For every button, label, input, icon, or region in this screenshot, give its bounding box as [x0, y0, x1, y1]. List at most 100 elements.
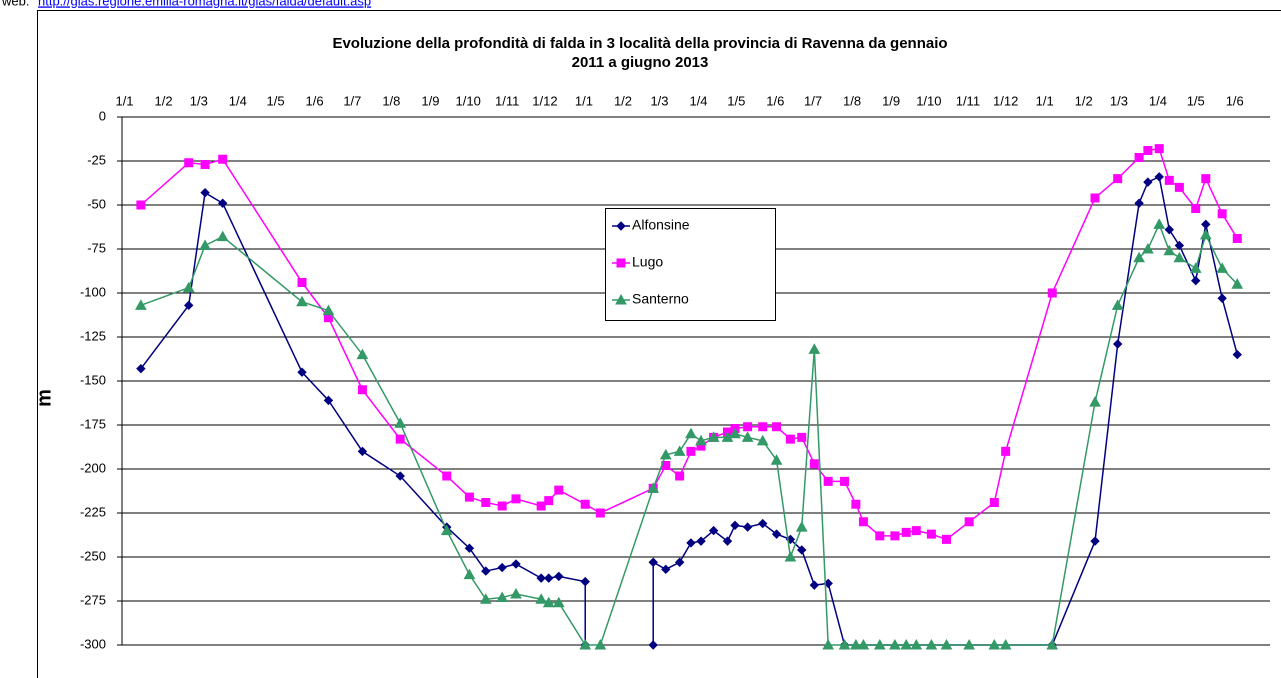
data-point: [851, 499, 861, 509]
data-point: [184, 158, 194, 168]
data-point: [743, 422, 753, 432]
header-link[interactable]: http://gias.regione.emilia-romagna.it/gi…: [38, 0, 371, 8]
legend-box: [605, 208, 776, 321]
header-prefix: web:: [1, 0, 29, 8]
data-point: [1174, 240, 1185, 251]
data-point: [184, 300, 194, 311]
data-point: [695, 434, 707, 446]
data-point: [579, 638, 592, 650]
y-tick-label: -100: [80, 284, 106, 299]
x-tick-label: 1/10: [456, 93, 481, 108]
data-point: [356, 348, 369, 360]
data-point: [1154, 172, 1164, 182]
data-point: [1047, 288, 1057, 298]
x-tick-label: 1/2: [1075, 93, 1093, 108]
x-tick-label: 1/6: [766, 93, 784, 108]
data-point: [322, 304, 335, 316]
x-tick-label: 1/11: [956, 93, 980, 108]
data-point: [535, 593, 548, 604]
data-point: [661, 564, 671, 575]
x-tick-label: 1/1: [115, 93, 133, 108]
data-point: [1173, 251, 1186, 263]
data-point: [858, 517, 868, 527]
data-point: [1112, 339, 1123, 349]
data-point: [685, 427, 697, 439]
data-point: [940, 638, 953, 650]
data-point: [1142, 242, 1154, 254]
data-point: [554, 485, 564, 495]
data-point: [795, 521, 808, 532]
data-point: [850, 638, 862, 650]
data-point: [797, 432, 807, 442]
data-point: [357, 385, 367, 395]
data-point: [297, 277, 307, 287]
x-tick-label: 1/1: [1036, 93, 1054, 108]
data-point: [1217, 293, 1227, 303]
data-point: [1163, 244, 1176, 256]
data-point: [910, 638, 923, 650]
y-tick-label: -150: [80, 372, 106, 387]
data-point: [822, 638, 835, 650]
data-point: [1191, 204, 1201, 214]
legend-marker: [615, 293, 627, 305]
x-tick-label: 1/12: [993, 93, 1018, 108]
data-point: [1154, 144, 1164, 154]
data-point: [809, 580, 820, 590]
data-point: [136, 363, 146, 374]
data-point: [686, 446, 696, 456]
x-tick-label: 1/3: [1110, 93, 1128, 108]
data-point: [497, 562, 507, 573]
legend-marker: [616, 258, 626, 268]
data-point: [1231, 278, 1244, 289]
data-point: [722, 536, 733, 546]
data-point: [925, 638, 938, 650]
y-tick-label: -175: [80, 416, 106, 431]
x-tick-label: 1/9: [882, 93, 900, 108]
data-point: [772, 422, 782, 432]
data-point: [797, 545, 807, 555]
data-point: [707, 431, 720, 442]
y-tick-label: -125: [80, 328, 106, 343]
data-point: [1134, 198, 1144, 208]
data-point: [771, 529, 782, 539]
x-tick-label: 1/5: [267, 93, 285, 108]
data-point: [911, 526, 921, 536]
data-point: [200, 187, 210, 198]
data-point: [809, 459, 819, 469]
data-point: [442, 471, 452, 481]
x-tick-label: 1/4: [1149, 93, 1167, 108]
data-point: [1134, 152, 1144, 162]
data-point: [648, 557, 658, 567]
data-point: [1001, 446, 1011, 456]
data-point: [823, 476, 833, 486]
data-point: [1089, 396, 1101, 407]
y-tick-label: -300: [80, 636, 106, 651]
y-tick-label: -25: [87, 152, 106, 167]
data-point: [481, 566, 491, 576]
y-tick-label: -200: [80, 460, 106, 475]
data-point: [496, 591, 508, 602]
data-point: [136, 200, 146, 210]
data-point: [323, 395, 334, 406]
data-point: [135, 299, 147, 310]
data-point: [296, 295, 308, 307]
data-point: [395, 471, 405, 481]
data-point: [1143, 177, 1153, 187]
data-point: [297, 367, 307, 377]
data-point: [357, 446, 368, 457]
data-point: [659, 448, 672, 460]
x-tick-label: 1/3: [650, 93, 668, 108]
y-tick-label: -275: [80, 592, 106, 607]
data-point: [890, 531, 900, 541]
data-point: [1216, 262, 1229, 273]
data-point: [963, 638, 976, 650]
data-point: [808, 343, 821, 354]
data-point: [536, 501, 546, 511]
data-point: [440, 524, 453, 536]
data-point: [742, 522, 753, 532]
chart-title: 2011 a giugno 2013: [572, 54, 709, 71]
x-tick-label: 1/7: [343, 93, 361, 108]
data-point: [1164, 175, 1174, 185]
x-tick-label: 1/3: [190, 93, 208, 108]
